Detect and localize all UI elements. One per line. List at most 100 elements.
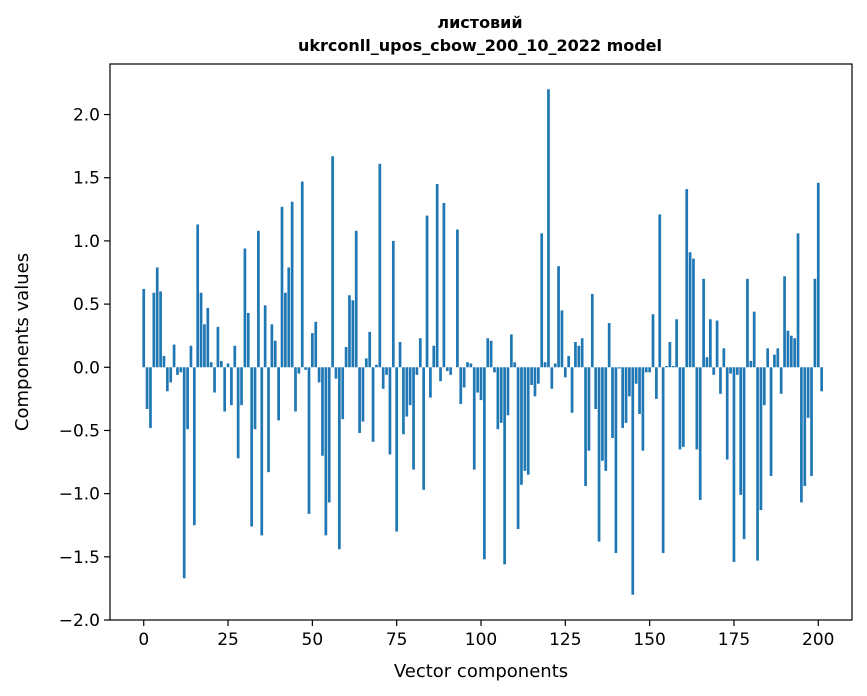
bar-20 bbox=[209, 362, 213, 368]
bar-11 bbox=[179, 367, 183, 373]
bar-115 bbox=[530, 367, 533, 385]
bar-96 bbox=[466, 362, 469, 368]
bar-76 bbox=[398, 342, 402, 368]
bar-116 bbox=[533, 367, 537, 397]
bar-33 bbox=[253, 367, 257, 430]
bar-18 bbox=[203, 324, 206, 368]
bar-24 bbox=[223, 367, 227, 412]
bar-167 bbox=[705, 357, 709, 368]
bar-91 bbox=[449, 367, 452, 375]
bar-121 bbox=[550, 367, 554, 389]
bar-68 bbox=[371, 367, 375, 442]
bar-43 bbox=[287, 267, 291, 368]
bar-141 bbox=[617, 367, 621, 369]
x-tick-label: 175 bbox=[718, 630, 750, 650]
bar-114 bbox=[526, 367, 530, 475]
bar-190 bbox=[783, 276, 786, 368]
bar-132 bbox=[587, 367, 591, 451]
bar-31 bbox=[246, 312, 250, 368]
y-tick-label: −0.5 bbox=[59, 421, 100, 441]
bar-127 bbox=[570, 367, 574, 413]
bar-32 bbox=[250, 367, 254, 527]
bar-106 bbox=[499, 367, 503, 423]
bar-111 bbox=[516, 367, 520, 530]
bar-26 bbox=[230, 367, 233, 406]
bar-174 bbox=[729, 367, 732, 374]
bar-200 bbox=[816, 182, 820, 368]
bar-2 bbox=[149, 367, 152, 428]
bar-105 bbox=[496, 367, 500, 430]
bar-140 bbox=[614, 367, 618, 554]
bar-22 bbox=[216, 326, 220, 368]
bar-34 bbox=[257, 230, 260, 368]
bar-85 bbox=[429, 367, 432, 398]
bar-0 bbox=[142, 288, 146, 368]
bar-87 bbox=[435, 184, 439, 368]
bar-147 bbox=[638, 367, 641, 415]
bar-103 bbox=[489, 340, 493, 368]
bar-8 bbox=[169, 367, 173, 383]
bar-70 bbox=[378, 163, 382, 368]
bar-5 bbox=[159, 291, 162, 368]
bar-187 bbox=[773, 354, 776, 368]
bar-135 bbox=[597, 367, 601, 542]
bar-10 bbox=[176, 367, 179, 375]
bar-48 bbox=[304, 367, 307, 370]
bar-188 bbox=[776, 348, 780, 368]
bar-80 bbox=[412, 367, 415, 470]
bar-183 bbox=[759, 367, 763, 511]
bar-104 bbox=[493, 367, 496, 373]
bars-group bbox=[142, 89, 823, 595]
bar-144 bbox=[628, 367, 631, 397]
bar-71 bbox=[381, 367, 385, 389]
bar-50 bbox=[311, 333, 314, 368]
bar-165 bbox=[698, 367, 702, 500]
bar-143 bbox=[624, 367, 628, 423]
bar-61 bbox=[348, 295, 351, 368]
bar-160 bbox=[682, 367, 685, 447]
bar-146 bbox=[634, 367, 638, 384]
bar-93 bbox=[456, 229, 459, 368]
bar-134 bbox=[594, 367, 598, 409]
bar-81 bbox=[415, 367, 419, 375]
bar-89 bbox=[442, 203, 446, 368]
bar-185 bbox=[766, 348, 770, 368]
bar-150 bbox=[648, 367, 651, 373]
bar-180 bbox=[749, 360, 753, 368]
bar-73 bbox=[388, 367, 392, 455]
bar-74 bbox=[391, 240, 395, 368]
bar-37 bbox=[267, 367, 270, 473]
bar-47 bbox=[300, 181, 304, 368]
bar-63 bbox=[354, 230, 358, 368]
bar-125 bbox=[563, 367, 567, 378]
bar-36 bbox=[263, 305, 267, 368]
bar-162 bbox=[688, 252, 692, 368]
bar-129 bbox=[577, 345, 581, 368]
bar-69 bbox=[375, 364, 378, 368]
bar-59 bbox=[341, 367, 345, 420]
bar-128 bbox=[574, 342, 577, 368]
y-tick-label: −2.0 bbox=[59, 611, 100, 631]
bar-58 bbox=[338, 367, 341, 550]
bar-1 bbox=[145, 367, 149, 409]
bar-82 bbox=[418, 338, 422, 368]
x-tick-label: 0 bbox=[138, 630, 149, 650]
bar-201 bbox=[820, 367, 823, 392]
bar-28 bbox=[236, 367, 240, 459]
bar-157 bbox=[671, 366, 675, 368]
bar-177 bbox=[739, 367, 743, 495]
bar-178 bbox=[742, 367, 746, 540]
bar-138 bbox=[607, 323, 611, 368]
bar-139 bbox=[611, 367, 614, 439]
bar-62 bbox=[351, 300, 355, 368]
bar-123 bbox=[557, 266, 560, 368]
bar-52 bbox=[317, 367, 321, 383]
bar-7 bbox=[165, 367, 169, 392]
bar-98 bbox=[472, 367, 476, 470]
bar-110 bbox=[513, 362, 517, 368]
bar-194 bbox=[796, 233, 800, 368]
bar-67 bbox=[368, 331, 372, 368]
bar-77 bbox=[402, 367, 405, 435]
bar-39 bbox=[273, 340, 277, 368]
